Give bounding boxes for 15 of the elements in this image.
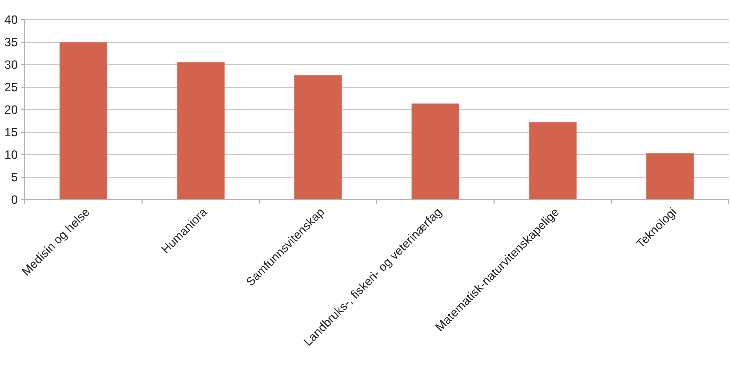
y-tick-label: 15 xyxy=(4,126,18,140)
y-tick-label: 30 xyxy=(4,58,18,72)
bar xyxy=(177,62,225,200)
y-tick-label: 35 xyxy=(4,36,18,50)
y-tick-label: 0 xyxy=(11,193,18,208)
bar xyxy=(412,104,460,200)
y-tick-label: 5 xyxy=(11,170,18,185)
y-tick-label: 10 xyxy=(4,148,18,162)
bar xyxy=(60,42,108,200)
y-tick-label: 40 xyxy=(4,13,18,28)
bar xyxy=(529,122,577,200)
y-tick-label: 20 xyxy=(4,103,18,118)
y-tick-label: 25 xyxy=(4,80,18,95)
bar xyxy=(646,153,694,200)
bar xyxy=(294,75,342,200)
